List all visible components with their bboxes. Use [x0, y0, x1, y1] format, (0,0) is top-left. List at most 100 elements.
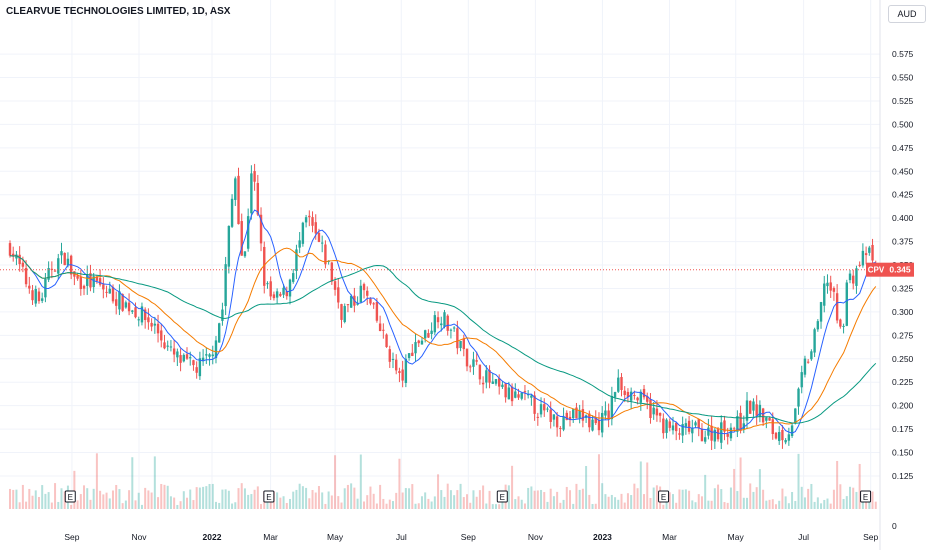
volume-bar	[871, 491, 874, 509]
volume-bar	[523, 503, 526, 509]
candle-body	[198, 358, 202, 377]
candle-body	[115, 299, 118, 306]
volume-bar	[289, 498, 292, 509]
candle-body	[440, 323, 443, 326]
volume-bar	[256, 486, 259, 509]
candle-body	[53, 270, 57, 272]
volume-bar	[781, 488, 784, 509]
x-tick-label: May	[728, 532, 745, 542]
candle-body	[337, 287, 340, 303]
candle-body	[127, 302, 131, 312]
candle-body	[346, 304, 350, 306]
volume-bar	[768, 499, 771, 509]
candle-body	[308, 215, 311, 218]
candle-body	[401, 369, 404, 381]
x-tick-label: Mar	[263, 532, 278, 542]
volume-bar	[601, 483, 604, 509]
candle-body	[57, 258, 60, 274]
volume-bar	[803, 497, 806, 509]
volume-bar	[227, 490, 230, 509]
volume-bar	[282, 496, 285, 509]
y-tick-label: 0.475	[892, 143, 914, 153]
candle-body	[443, 312, 446, 327]
candle-body	[195, 367, 198, 373]
volume-bar	[462, 497, 465, 509]
candle-body	[266, 283, 269, 285]
volume-bar	[41, 485, 44, 509]
candle-body	[31, 290, 34, 301]
volume-bar	[404, 488, 407, 509]
volume-bar	[163, 484, 166, 509]
candle-body	[871, 244, 874, 261]
volume-bar	[388, 499, 391, 509]
candle-body	[842, 325, 845, 327]
volume-bar	[469, 502, 472, 509]
volume-bar	[794, 500, 797, 509]
volume-bar	[128, 490, 131, 509]
candle-body	[617, 377, 620, 392]
volume-bar	[691, 500, 694, 509]
candle-body	[256, 183, 260, 215]
candle-body	[34, 289, 37, 304]
candle-body	[491, 381, 494, 384]
volume-bar	[620, 493, 623, 509]
candle-body	[475, 360, 478, 362]
candle-body	[771, 419, 774, 434]
volume-bar	[733, 468, 736, 509]
volume-bar	[849, 486, 852, 509]
x-tick-label: Sep	[461, 532, 476, 542]
volume-bar	[874, 501, 877, 509]
candle-body	[69, 255, 73, 275]
volume-bar	[173, 497, 176, 509]
candle-body	[520, 392, 523, 399]
candle-body	[858, 264, 861, 266]
candle-body	[320, 242, 324, 244]
volume-bar	[700, 496, 703, 509]
volume-bar	[765, 500, 768, 509]
volume-bar	[131, 457, 134, 509]
candle-body	[675, 422, 678, 432]
volume-bar	[298, 483, 301, 509]
volume-bar	[414, 503, 417, 509]
candle-body	[581, 409, 585, 421]
volume-bar	[639, 461, 642, 509]
x-tick-label: 2022	[203, 532, 222, 542]
volume-bar	[63, 491, 66, 509]
candle-body	[555, 416, 559, 428]
volume-bar	[440, 490, 443, 509]
candle-body	[736, 416, 739, 432]
volume-bar	[614, 497, 617, 509]
candle-body	[691, 428, 694, 434]
volume-bar	[723, 502, 726, 509]
candle-body	[662, 418, 665, 434]
volume-bar	[607, 496, 610, 509]
volume-bar	[636, 488, 639, 509]
candle-body	[282, 287, 285, 295]
volume-bar	[729, 487, 732, 509]
volume-bar	[717, 484, 720, 509]
volume-bar	[610, 494, 613, 509]
candle-body	[768, 417, 771, 421]
volume-bar	[182, 491, 185, 509]
candle-body	[591, 419, 594, 431]
volume-bar	[176, 504, 179, 509]
volume-bar	[456, 490, 459, 509]
volume-bar	[86, 488, 89, 509]
candle-body	[761, 408, 765, 423]
currency-button[interactable]: AUD	[888, 5, 926, 23]
candle-body	[185, 354, 189, 359]
volume-bar	[79, 494, 82, 509]
candle-body	[600, 412, 604, 433]
candle-body	[8, 243, 12, 256]
candle-body	[613, 392, 617, 398]
candle-body	[597, 420, 601, 431]
volume-bar	[787, 503, 790, 509]
volume-bar	[823, 499, 826, 509]
volume-bar	[144, 487, 147, 509]
volume-bar	[478, 490, 481, 509]
candle-body	[803, 358, 807, 375]
candle-body	[755, 404, 758, 416]
y-tick-label: 0.325	[892, 283, 914, 293]
